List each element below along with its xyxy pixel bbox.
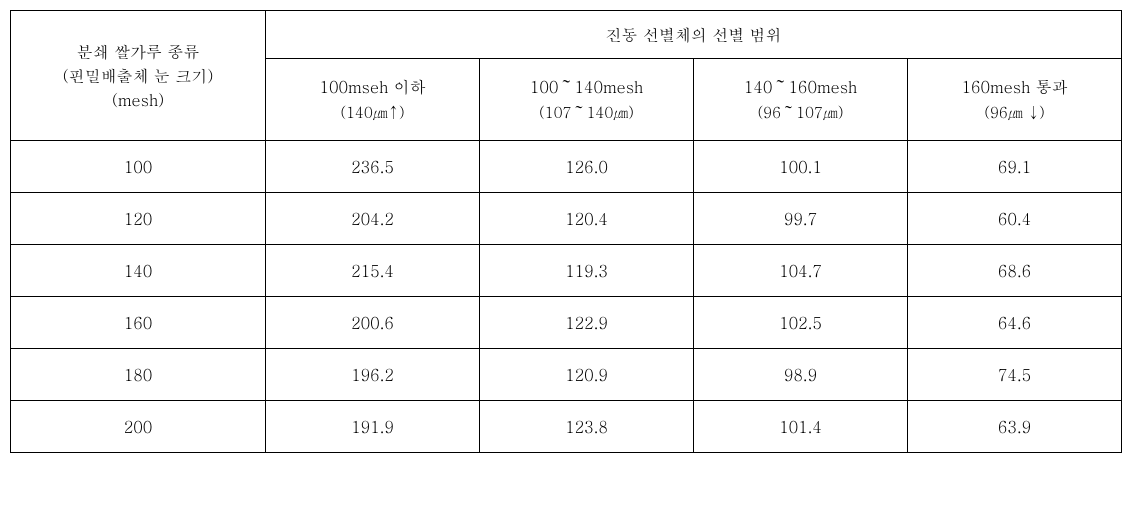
table-row: 100 236.5 126.0 100.1 69.1 (11, 141, 1122, 193)
mesh-cell: 140 (11, 245, 266, 297)
mesh-cell: 160 (11, 297, 266, 349)
col-header-sub-3: (96㎛ ↓) (984, 102, 1044, 123)
value-cell: 104.7 (694, 245, 908, 297)
value-cell: 204.2 (266, 193, 480, 245)
col-header-main-0: 100mseh 이하 (319, 75, 425, 98)
col-header-sub-2: (96～107㎛) (758, 102, 844, 123)
value-cell: 63.9 (908, 401, 1122, 453)
table-row: 120 204.2 120.4 99.7 60.4 (11, 193, 1122, 245)
column-header-2: 140～160mesh (96～107㎛) (694, 59, 908, 141)
value-cell: 120.9 (480, 349, 694, 401)
table-row: 200 191.9 123.8 101.4 63.9 (11, 401, 1122, 453)
value-cell: 196.2 (266, 349, 480, 401)
value-cell: 200.6 (266, 297, 480, 349)
value-cell: 69.1 (908, 141, 1122, 193)
value-cell: 98.9 (694, 349, 908, 401)
row-header-line3: (mesh) (112, 88, 164, 111)
col-header-main-3: 160mesh 통과 (961, 75, 1067, 98)
mesh-cell: 100 (11, 141, 266, 193)
col-header-sub-0: (140㎛↑) (340, 102, 404, 123)
value-cell: 236.5 (266, 141, 480, 193)
value-cell: 102.5 (694, 297, 908, 349)
value-cell: 120.4 (480, 193, 694, 245)
value-cell: 119.3 (480, 245, 694, 297)
value-cell: 215.4 (266, 245, 480, 297)
mesh-cell: 120 (11, 193, 266, 245)
value-cell: 64.6 (908, 297, 1122, 349)
value-cell: 123.8 (480, 401, 694, 453)
value-cell: 126.0 (480, 141, 694, 193)
column-header-0: 100mseh 이하 (140㎛↑) (266, 59, 480, 141)
value-cell: 100.1 (694, 141, 908, 193)
value-cell: 101.4 (694, 401, 908, 453)
col-header-sub-1: (107～140㎛) (539, 102, 634, 123)
table-row: 140 215.4 119.3 104.7 68.6 (11, 245, 1122, 297)
value-cell: 99.7 (694, 193, 908, 245)
mesh-cell: 200 (11, 401, 266, 453)
value-cell: 122.9 (480, 297, 694, 349)
mesh-cell: 180 (11, 349, 266, 401)
value-cell: 60.4 (908, 193, 1122, 245)
row-header-line2: (핀밀배출체 눈 크기) (63, 64, 214, 87)
value-cell: 68.6 (908, 245, 1122, 297)
table-row: 180 196.2 120.9 98.9 74.5 (11, 349, 1122, 401)
col-header-main-1: 100～140mesh (530, 75, 643, 98)
column-header-1: 100～140mesh (107～140㎛) (480, 59, 694, 141)
row-header-title: 분쇄 쌀가루 종류 (핀밀배출체 눈 크기) (mesh) (11, 11, 266, 141)
column-header-3: 160mesh 통과 (96㎛ ↓) (908, 59, 1122, 141)
table-row: 160 200.6 122.9 102.5 64.6 (11, 297, 1122, 349)
value-cell: 74.5 (908, 349, 1122, 401)
column-group-header: 진동 선별체의 선별 범위 (266, 11, 1122, 59)
value-cell: 191.9 (266, 401, 480, 453)
col-header-main-2: 140～160mesh (744, 75, 857, 98)
data-table: 분쇄 쌀가루 종류 (핀밀배출체 눈 크기) (mesh) 진동 선별체의 선별… (10, 10, 1122, 453)
row-header-line1: 분쇄 쌀가루 종류 (77, 40, 200, 63)
